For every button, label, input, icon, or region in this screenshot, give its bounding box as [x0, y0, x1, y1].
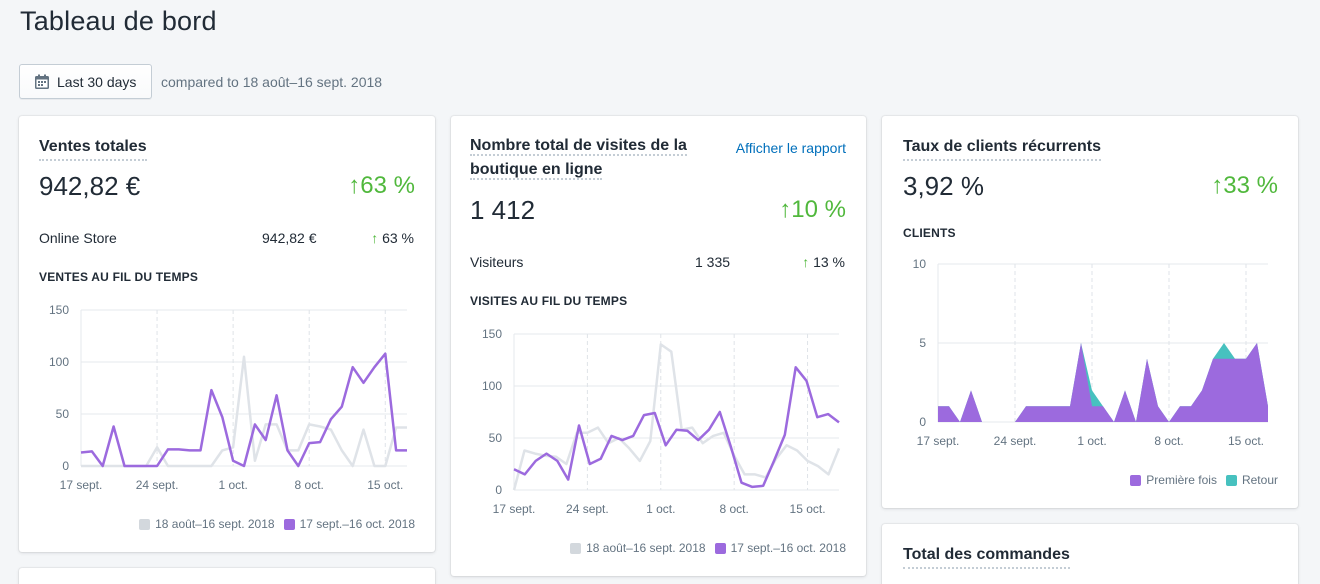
returning-customers-value: 3,92 %: [903, 171, 984, 201]
x-tick-label: 1 oct.: [218, 478, 247, 492]
returning-customers-change: ↑33 %: [1211, 172, 1278, 199]
comparison-text: compared to 18 août–16 sept. 2018: [161, 74, 383, 90]
y-tick-label: 100: [49, 355, 69, 369]
online-store-label: Online Store: [39, 230, 117, 246]
legend-previous[interactable]: 18 août–16 sept. 2018: [570, 541, 706, 555]
online-store-change: ↑ 63 %: [371, 230, 414, 246]
visitors-value: 1 335: [695, 254, 731, 270]
returning-customers-card: Taux de clients récurrents 3,92 % ↑33 % …: [882, 116, 1298, 508]
series-line-previous: [512, 343, 841, 491]
x-tick-label: 1 oct.: [1077, 434, 1106, 448]
y-tick-label: 0: [495, 483, 502, 497]
visits-over-time-label: VISITES AU FIL DU TEMPS: [470, 294, 628, 308]
total-visits-value: 1 412: [470, 195, 536, 225]
x-tick-label: 15 oct.: [790, 502, 826, 516]
sales-over-time-label: VENTES AU FIL DU TEMPS: [39, 270, 199, 284]
total-visits-title[interactable]: Nombre total de visites de la boutique en…: [470, 137, 687, 180]
total-sales-change: ↑63 %: [348, 172, 415, 199]
series-line-current: [80, 352, 407, 468]
total-orders-card: Total des commandes: [882, 524, 1298, 584]
legend-current[interactable]: 17 sept.–16 oct. 2018: [714, 541, 846, 555]
series-line-current: [513, 366, 840, 489]
area-first-time: [938, 343, 1268, 422]
legend-previous[interactable]: 18 août–16 sept. 2018: [139, 517, 275, 531]
y-tick-label: 150: [49, 303, 69, 317]
card-below-sales: [19, 568, 435, 584]
x-tick-label: 17 sept.: [60, 478, 103, 492]
x-tick-label: 8 oct.: [1154, 434, 1183, 448]
total-sales-card: Ventes totales 942,82 € ↑63 % Online Sto…: [19, 116, 435, 552]
up-arrow-icon: ↑: [802, 254, 810, 270]
view-report-link[interactable]: Afficher le rapport: [735, 140, 846, 156]
sales-legend: 18 août–16 sept. 2018 17 sept.–16 oct. 2…: [130, 517, 415, 531]
y-tick-label: 50: [56, 407, 70, 421]
y-tick-label: 50: [489, 431, 503, 445]
sales-over-time-chart: 0 50 100 150 17 sept. 24 sept. 1 oct. 8 oct. 15 …: [49, 303, 407, 492]
total-visits-card: Nombre total de visites de la boutique en…: [451, 116, 866, 576]
y-tick-label: 0: [919, 415, 926, 429]
legend-current[interactable]: 17 sept.–16 oct. 2018: [283, 517, 415, 531]
x-tick-label: 8 oct.: [719, 502, 748, 516]
up-arrow-icon: ↑: [371, 230, 379, 246]
x-tick-label: 1 oct.: [646, 502, 675, 516]
y-tick-label: 0: [62, 459, 69, 473]
returning-customers-title[interactable]: Taux de clients récurrents: [903, 135, 1101, 161]
total-orders-title[interactable]: Total des commandes: [903, 543, 1070, 569]
calendar-icon: [35, 74, 49, 89]
legend-first-time[interactable]: Première fois: [1130, 473, 1217, 487]
visits-legend: 18 août–16 sept. 2018 17 sept.–16 oct. 2…: [561, 541, 846, 555]
x-tick-label: 17 sept.: [493, 502, 536, 516]
legend-returning[interactable]: Retour: [1225, 473, 1278, 487]
y-tick-label: 10: [913, 257, 927, 271]
x-tick-label: 24 sept.: [994, 434, 1037, 448]
customers-legend: Première fois Retour: [1121, 473, 1278, 487]
visitors-change: ↑ 13 %: [802, 254, 845, 270]
date-range-label: Last 30 days: [57, 73, 137, 90]
page-title: Tableau de bord: [20, 6, 217, 36]
online-store-value: 942,82 €: [262, 230, 317, 246]
total-visits-change: ↑10 %: [779, 196, 846, 223]
x-tick-label: 24 sept.: [136, 478, 179, 492]
total-sales-value: 942,82 €: [39, 171, 141, 201]
y-tick-label: 100: [482, 379, 502, 393]
x-tick-label: 17 sept.: [917, 434, 960, 448]
date-range-button[interactable]: Last 30 days: [19, 64, 152, 99]
x-tick-label: 8 oct.: [295, 478, 324, 492]
visits-over-time-chart: 0 50 100 150 17 sept. 24 sept. 1 oct. 8 oct. 15 …: [482, 327, 841, 516]
y-tick-label: 150: [482, 327, 502, 341]
total-sales-title[interactable]: Ventes totales: [39, 135, 147, 161]
customers-label: CLIENTS: [903, 226, 956, 240]
customers-chart: 0 5 10 17 sept. 24 sept. 1 oct. 8 oct. 15 oct.: [913, 257, 1268, 448]
x-tick-label: 15 oct.: [1228, 434, 1264, 448]
visitors-label: Visiteurs: [470, 254, 524, 270]
x-tick-label: 24 sept.: [566, 502, 609, 516]
x-tick-label: 15 oct.: [367, 478, 403, 492]
y-tick-label: 5: [919, 336, 926, 350]
